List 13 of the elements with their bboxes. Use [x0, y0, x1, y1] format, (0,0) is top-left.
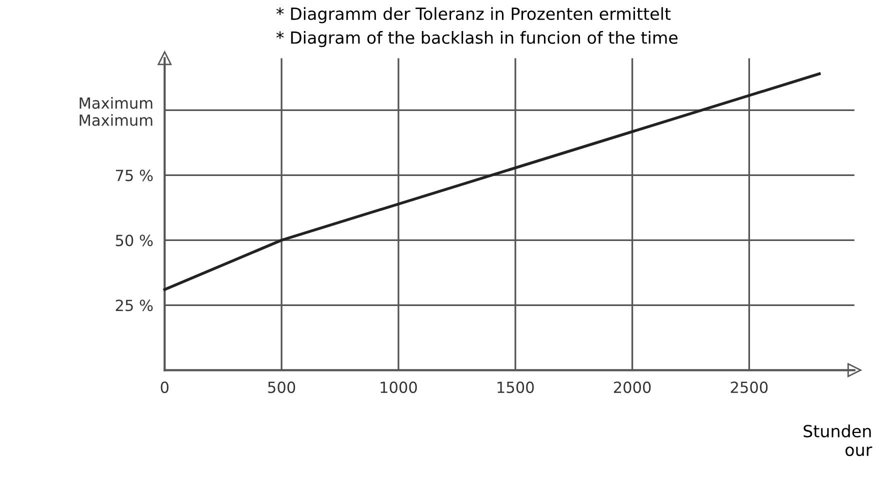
chart-title: * Diagramm der Toleranz in Prozenten ermittelt — [276, 7, 671, 24]
chart-subtitle: * Diagram of the backlash in funcion of the time — [276, 31, 678, 48]
x-tick-label: 0 — [160, 382, 168, 394]
x-tick-label: 2000 — [614, 382, 651, 394]
x-axis-title: Stunden our — [804, 424, 872, 456]
y-tick-label: 75 % — [116, 170, 153, 182]
x-tick-label: 500 — [268, 382, 296, 394]
x-tick-label: 2500 — [730, 382, 768, 394]
x-tick-label: 1500 — [498, 382, 534, 394]
y-tick-label: Maximum Maximum — [80, 96, 152, 126]
x-tick-label: 1000 — [380, 382, 417, 394]
y-tick-label: 25 % — [116, 300, 153, 312]
y-tick-label: 50 % — [116, 234, 153, 246]
